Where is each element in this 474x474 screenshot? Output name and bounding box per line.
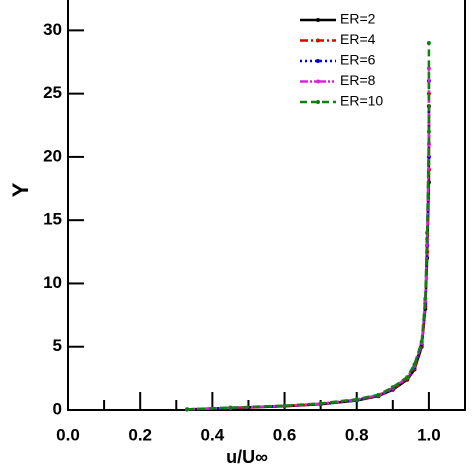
series-marker: [426, 129, 431, 134]
series-marker: [282, 403, 287, 408]
legend-label: ER=10: [340, 93, 383, 109]
series-marker: [405, 375, 410, 380]
x-tick-label: 0.4: [201, 425, 225, 444]
legend-label: ER=8: [340, 72, 376, 88]
x-tick-label: 0.8: [345, 425, 369, 444]
x-tick-label: 1.0: [417, 425, 441, 444]
x-axis-label: u/U∞: [226, 447, 268, 467]
x-tick-label: 0.2: [128, 425, 152, 444]
series-marker: [354, 397, 359, 402]
y-tick-label: 15: [43, 210, 62, 229]
series-marker: [412, 362, 417, 367]
legend-marker: [316, 100, 320, 104]
legend-label: ER=2: [340, 11, 376, 27]
y-tick-label: 25: [43, 83, 62, 102]
series-marker: [425, 230, 430, 235]
legend-marker: [316, 18, 320, 22]
x-tick-label: 0.0: [56, 425, 80, 444]
y-axis-label: Y: [8, 182, 33, 197]
series-line: [187, 80, 431, 411]
legend-marker: [316, 79, 320, 84]
y-tick-label: 5: [53, 336, 62, 355]
legend-label: ER=4: [340, 31, 376, 47]
series-marker: [423, 296, 428, 301]
series-marker: [185, 407, 190, 412]
series-marker: [376, 392, 381, 397]
series-marker: [228, 405, 233, 410]
series-marker: [426, 41, 431, 46]
x-tick-label: 0.6: [273, 425, 297, 444]
series-marker: [390, 385, 395, 390]
series-line: [187, 68, 431, 411]
legend-marker: [316, 59, 320, 63]
y-tick-label: 20: [43, 146, 62, 165]
y-tick-label: 0: [53, 399, 62, 418]
series-line: [187, 106, 431, 411]
series-line: [187, 93, 431, 411]
legend-marker: [316, 38, 320, 43]
legend-label: ER=6: [340, 52, 376, 68]
y-tick-label: 30: [43, 20, 62, 39]
plot-frame: [67, 0, 466, 411]
series-marker: [419, 339, 424, 344]
y-tick-label: 10: [43, 273, 62, 292]
series-marker: [318, 401, 323, 406]
series-line: [187, 43, 431, 411]
